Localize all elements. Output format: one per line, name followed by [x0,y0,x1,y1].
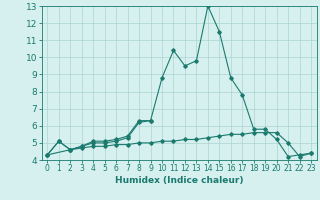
X-axis label: Humidex (Indice chaleur): Humidex (Indice chaleur) [115,176,244,185]
